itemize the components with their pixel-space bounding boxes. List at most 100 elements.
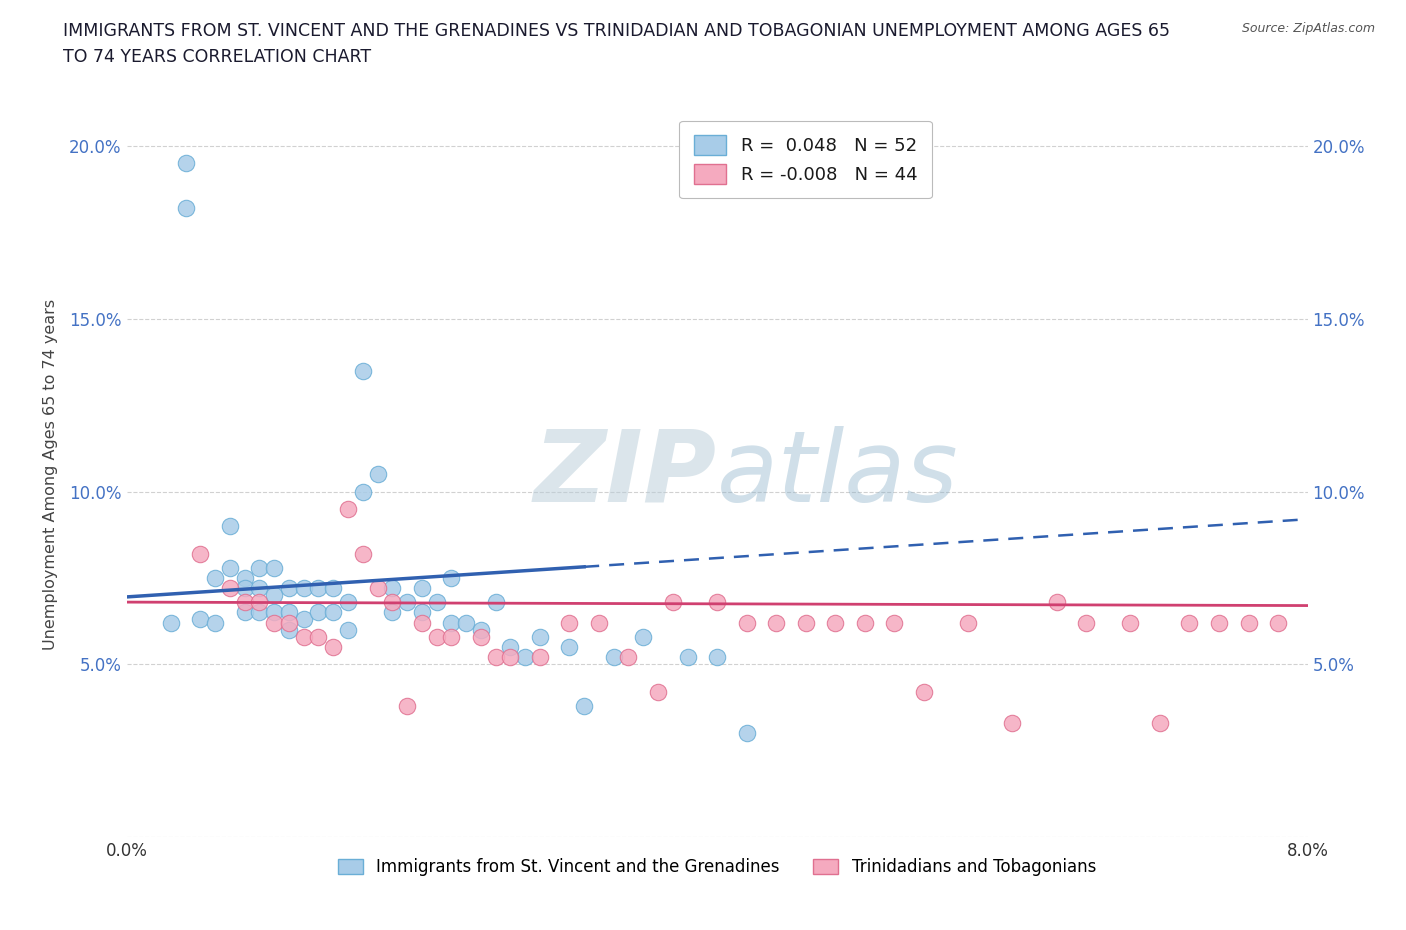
Point bbox=[249, 581, 271, 596]
Point bbox=[278, 622, 301, 637]
Point bbox=[912, 684, 935, 699]
Point bbox=[352, 546, 374, 561]
Point bbox=[603, 650, 626, 665]
Point bbox=[188, 546, 212, 561]
Point bbox=[957, 616, 980, 631]
Point bbox=[499, 650, 522, 665]
Point bbox=[617, 650, 640, 665]
Point bbox=[735, 726, 758, 741]
Point bbox=[219, 581, 242, 596]
Text: IMMIGRANTS FROM ST. VINCENT AND THE GRENADINES VS TRINIDADIAN AND TOBAGONIAN UNE: IMMIGRANTS FROM ST. VINCENT AND THE GREN… bbox=[63, 22, 1170, 40]
Point bbox=[263, 560, 285, 575]
Point bbox=[307, 630, 329, 644]
Point bbox=[381, 605, 404, 620]
Point bbox=[174, 201, 197, 216]
Point bbox=[574, 698, 596, 713]
Point bbox=[322, 581, 344, 596]
Point bbox=[307, 581, 329, 596]
Point bbox=[499, 640, 522, 655]
Point bbox=[529, 630, 551, 644]
Point bbox=[853, 616, 876, 631]
Point bbox=[263, 616, 285, 631]
Point bbox=[411, 605, 433, 620]
Point bbox=[233, 605, 256, 620]
Point bbox=[1076, 616, 1098, 631]
Legend: Immigrants from St. Vincent and the Grenadines, Trinidadians and Tobagonians: Immigrants from St. Vincent and the Gren… bbox=[332, 852, 1102, 883]
Point bbox=[794, 616, 817, 631]
Point bbox=[396, 594, 419, 609]
Text: Source: ZipAtlas.com: Source: ZipAtlas.com bbox=[1241, 22, 1375, 35]
Point bbox=[367, 581, 389, 596]
Point bbox=[1001, 715, 1024, 730]
Point bbox=[204, 570, 226, 585]
Point bbox=[1046, 594, 1069, 609]
Point bbox=[529, 650, 551, 665]
Point bbox=[337, 594, 360, 609]
Point bbox=[676, 650, 699, 665]
Point bbox=[278, 616, 301, 631]
Point bbox=[367, 467, 389, 482]
Point bbox=[337, 622, 360, 637]
Point bbox=[470, 630, 492, 644]
Point bbox=[706, 594, 728, 609]
Point bbox=[558, 616, 581, 631]
Point bbox=[233, 570, 256, 585]
Point bbox=[263, 605, 285, 620]
Point bbox=[440, 570, 463, 585]
Point bbox=[249, 605, 271, 620]
Point bbox=[484, 594, 508, 609]
Point bbox=[292, 581, 315, 596]
Y-axis label: Unemployment Among Ages 65 to 74 years: Unemployment Among Ages 65 to 74 years bbox=[44, 299, 58, 650]
Point bbox=[765, 616, 787, 631]
Point bbox=[1149, 715, 1171, 730]
Point bbox=[440, 616, 463, 631]
Point bbox=[588, 616, 610, 631]
Point bbox=[883, 616, 905, 631]
Text: ZIP: ZIP bbox=[534, 426, 717, 523]
Point bbox=[426, 630, 449, 644]
Point bbox=[337, 501, 360, 516]
Point bbox=[307, 605, 329, 620]
Point bbox=[249, 560, 271, 575]
Point bbox=[1178, 616, 1201, 631]
Point bbox=[322, 605, 344, 620]
Point bbox=[706, 650, 728, 665]
Point bbox=[633, 630, 655, 644]
Point bbox=[278, 605, 301, 620]
Point bbox=[440, 630, 463, 644]
Point bbox=[396, 698, 419, 713]
Point bbox=[188, 612, 212, 627]
Point bbox=[174, 156, 197, 171]
Point bbox=[1237, 616, 1260, 631]
Point bbox=[1119, 616, 1142, 631]
Point bbox=[515, 650, 537, 665]
Point bbox=[233, 594, 256, 609]
Point bbox=[456, 616, 478, 631]
Point bbox=[426, 594, 449, 609]
Point bbox=[352, 364, 374, 379]
Point bbox=[470, 622, 492, 637]
Point bbox=[661, 594, 683, 609]
Point bbox=[1208, 616, 1230, 631]
Text: TO 74 YEARS CORRELATION CHART: TO 74 YEARS CORRELATION CHART bbox=[63, 48, 371, 66]
Point bbox=[204, 616, 226, 631]
Text: atlas: atlas bbox=[717, 426, 959, 523]
Point bbox=[322, 640, 344, 655]
Point bbox=[263, 588, 285, 603]
Point bbox=[249, 594, 271, 609]
Point bbox=[484, 650, 508, 665]
Point bbox=[1267, 616, 1289, 631]
Point bbox=[233, 581, 256, 596]
Point bbox=[219, 560, 242, 575]
Point bbox=[647, 684, 669, 699]
Point bbox=[558, 640, 581, 655]
Point bbox=[219, 519, 242, 534]
Point bbox=[352, 485, 374, 499]
Point bbox=[278, 581, 301, 596]
Point bbox=[824, 616, 846, 631]
Point bbox=[292, 630, 315, 644]
Point bbox=[160, 616, 183, 631]
Point bbox=[292, 612, 315, 627]
Point bbox=[381, 594, 404, 609]
Point bbox=[411, 616, 433, 631]
